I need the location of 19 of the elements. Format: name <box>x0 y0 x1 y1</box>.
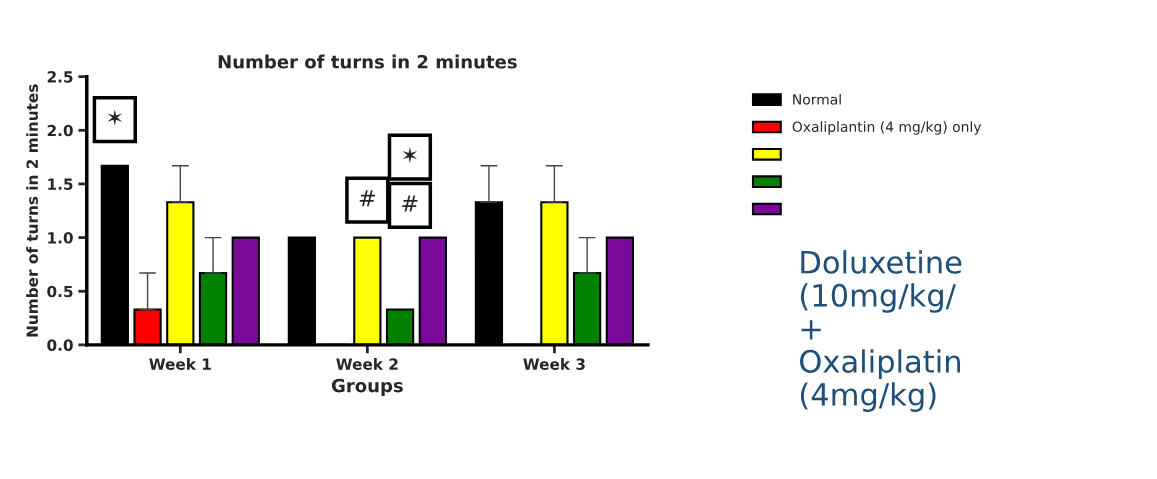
legend-label: Oxaliplantin (4 mg/kg) only <box>792 121 982 135</box>
legend-label: Normal <box>793 93 841 105</box>
annotation: # <box>402 195 418 212</box>
x-tick-label: Week 3 <box>523 358 585 370</box>
y-tick-label: 2.0 <box>47 124 73 137</box>
y-axis-title: Number of turns in 2 minutes <box>26 84 38 337</box>
x-tick-label: Week 2 <box>336 358 398 370</box>
y-tick-label: 1.5 <box>48 178 73 190</box>
y-tick-label: 1.0 <box>48 232 73 244</box>
x-tick-label: Week 1 <box>149 358 211 370</box>
annotation: ✶ <box>107 109 123 127</box>
y-tick-label: 0.5 <box>47 285 73 298</box>
text: Doluxetine (10mg/kg/ + Oxaliplatin (4mg/kg) <box>800 250 962 412</box>
x-axis-title: Groups <box>331 378 403 396</box>
y-tick-label: 0.0 <box>47 339 73 351</box>
annotation: # <box>359 190 375 207</box>
chart-title: Number of turns in 2 minutes <box>218 54 517 69</box>
y-tick-label: 2.5 <box>47 71 73 83</box>
annotation: ✶ <box>402 146 418 164</box>
